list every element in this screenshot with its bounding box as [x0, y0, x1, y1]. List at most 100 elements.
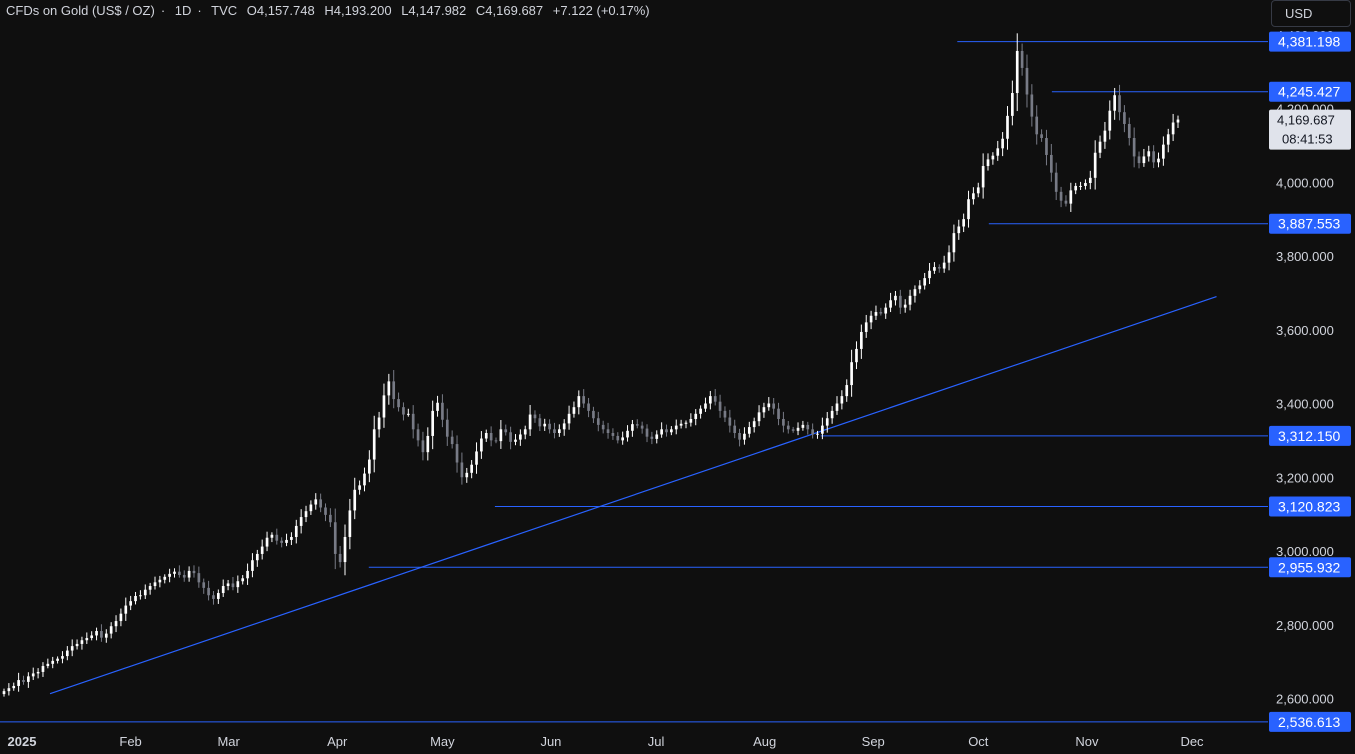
candle — [601, 420, 605, 434]
candle-body — [382, 395, 386, 418]
candle-body — [489, 433, 493, 441]
candle — [806, 421, 810, 435]
candle-body — [1113, 95, 1117, 111]
candle-body — [1108, 110, 1112, 131]
candle-body — [31, 673, 35, 677]
candle-body — [343, 536, 347, 563]
candle — [489, 426, 493, 447]
candle-body — [898, 295, 902, 308]
candle — [884, 303, 888, 319]
candle — [1074, 182, 1078, 195]
level-badge-bg — [1269, 557, 1351, 578]
candle — [684, 420, 688, 429]
candle-body — [56, 658, 59, 661]
candle-body — [450, 436, 454, 445]
candle — [31, 667, 35, 680]
candle — [791, 426, 795, 433]
change-value: +7.122 (+0.17%) — [552, 3, 650, 18]
candle — [645, 424, 649, 443]
candle-body — [933, 267, 936, 271]
candle — [1045, 129, 1048, 166]
candle — [275, 528, 279, 545]
candle — [139, 590, 142, 600]
candle-body — [728, 417, 732, 426]
candle — [1171, 113, 1175, 142]
candle-body — [470, 464, 473, 473]
candle-body — [1006, 115, 1009, 139]
candle — [85, 632, 89, 644]
candle-body — [533, 414, 537, 419]
candle — [231, 576, 235, 591]
candle — [290, 532, 293, 546]
symbol-header: CFDs on Gold (US$ / OZ) · 1D · TVC O4,157.… — [6, 3, 656, 21]
candle-body — [85, 638, 89, 641]
candle-body — [1142, 156, 1146, 164]
candle-body — [324, 507, 327, 515]
candle — [582, 389, 586, 408]
candles-layer — [2, 33, 1180, 697]
candle — [709, 390, 712, 410]
candle — [557, 424, 561, 437]
candle — [168, 568, 171, 583]
candle-body — [616, 435, 620, 441]
candle — [874, 305, 878, 320]
candle-body — [1162, 144, 1165, 159]
symbol-name[interactable]: CFDs on Gold (US$ / OZ) — [6, 3, 155, 18]
candle — [942, 255, 946, 273]
candle-body — [119, 613, 123, 622]
interval-label[interactable]: 1D — [174, 3, 192, 18]
candle-body — [782, 418, 785, 426]
candle — [236, 575, 240, 593]
candle-body — [504, 429, 508, 433]
trendline — [49, 295, 1217, 695]
candle — [406, 408, 410, 417]
candle — [499, 420, 503, 449]
candle — [2, 688, 6, 697]
last-price-badge: 4,169.687 08:41:53 — [1269, 109, 1351, 150]
candle — [475, 442, 478, 474]
candle-body — [908, 295, 912, 305]
candle — [1030, 84, 1034, 127]
candle-body — [611, 433, 615, 436]
candle — [241, 575, 245, 585]
candle-body — [484, 433, 488, 439]
candle — [1113, 87, 1117, 120]
candle — [22, 675, 25, 685]
candle-body — [134, 595, 137, 602]
candle-body — [139, 595, 142, 597]
candle-body — [216, 593, 220, 599]
candle-body — [1118, 95, 1121, 113]
candle-body — [772, 403, 776, 409]
candle-body — [22, 680, 25, 682]
candle — [431, 400, 435, 450]
price-tick-label: 2,600.000 — [1276, 692, 1334, 707]
candle-body — [275, 534, 279, 541]
candle — [226, 579, 230, 591]
candle — [869, 310, 873, 330]
candle — [270, 532, 274, 543]
candle-body — [879, 312, 883, 314]
candle-body — [972, 193, 975, 200]
candle-body — [421, 440, 425, 453]
candle — [1035, 105, 1039, 145]
candle-body — [928, 270, 931, 279]
candle — [158, 575, 162, 588]
candle-body — [967, 199, 970, 220]
candle — [134, 591, 137, 605]
candle — [353, 477, 357, 520]
candle — [519, 429, 522, 446]
candle — [100, 624, 103, 642]
candle-body — [46, 663, 50, 667]
separator: · — [160, 3, 166, 18]
candle-body — [665, 429, 668, 433]
currency-button[interactable]: USD — [1271, 0, 1351, 27]
candle-body — [36, 671, 40, 674]
candle-body — [75, 643, 79, 647]
candle — [1084, 179, 1087, 190]
candle — [694, 409, 698, 426]
candle — [523, 425, 527, 440]
level-badge-text: 4,245.427 — [1278, 84, 1340, 100]
candle-body — [1069, 190, 1073, 204]
candle — [825, 411, 829, 433]
